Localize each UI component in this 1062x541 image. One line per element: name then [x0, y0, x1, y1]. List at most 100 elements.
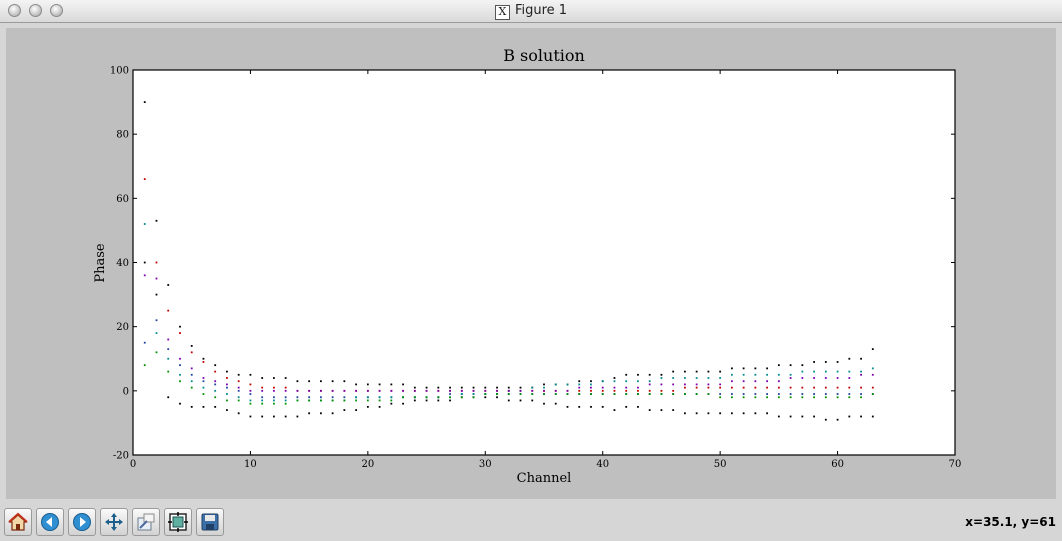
- zoom-icon: [137, 513, 155, 531]
- y-tick-label: 0: [123, 386, 129, 397]
- data-point: [143, 261, 146, 264]
- data-point: [214, 380, 217, 383]
- forward-button[interactable]: [68, 508, 96, 536]
- back-button[interactable]: [36, 508, 64, 536]
- minimize-window-button[interactable]: [29, 4, 42, 17]
- data-point: [684, 393, 686, 395]
- data-point: [801, 415, 804, 418]
- data-point: [190, 386, 193, 389]
- data-point: [543, 383, 545, 386]
- data-point: [813, 361, 815, 363]
- data-point: [554, 402, 557, 405]
- save-icon: [201, 513, 219, 531]
- data-point: [871, 373, 874, 376]
- data-point: [566, 393, 569, 395]
- data-point: [237, 386, 240, 389]
- data-point: [531, 393, 534, 395]
- data-point: [449, 386, 451, 389]
- data-point: [695, 383, 698, 386]
- data-point: [319, 389, 322, 392]
- data-point: [613, 393, 616, 395]
- data-point: [613, 409, 616, 411]
- data-point: [836, 370, 839, 373]
- data-point: [543, 402, 545, 405]
- data-point: [672, 377, 675, 379]
- save-figure-button[interactable]: [196, 508, 224, 536]
- pan-button[interactable]: [100, 508, 128, 536]
- zoom-to-rect-button[interactable]: [132, 508, 160, 536]
- data-point: [190, 367, 193, 370]
- data-point: [261, 399, 264, 402]
- data-point: [707, 383, 710, 386]
- data-point: [390, 389, 393, 392]
- data-point: [284, 402, 287, 405]
- window-titlebar[interactable]: X Figure 1: [0, 0, 1062, 23]
- data-point: [284, 396, 287, 399]
- data-point: [672, 409, 675, 411]
- y-tick-label: 20: [116, 322, 129, 333]
- home-button[interactable]: [4, 508, 32, 536]
- data-point: [366, 396, 369, 399]
- data-point: [425, 399, 428, 402]
- data-point: [226, 370, 228, 373]
- y-tick-label: 100: [110, 66, 129, 77]
- data-point: [273, 396, 275, 399]
- data-point: [637, 373, 639, 376]
- data-point: [789, 396, 792, 399]
- data-point: [836, 361, 839, 363]
- data-point: [179, 332, 181, 334]
- data-point: [707, 377, 710, 379]
- y-tick-label: 40: [116, 258, 129, 269]
- data-point: [719, 396, 722, 399]
- data-point: [742, 412, 745, 415]
- data-point: [484, 393, 487, 395]
- data-point: [695, 377, 698, 379]
- data-point: [237, 373, 240, 376]
- data-point: [871, 348, 874, 351]
- data-point: [155, 332, 158, 334]
- data-point: [719, 383, 722, 386]
- data-point: [237, 389, 240, 392]
- x-tick-label: 30: [479, 459, 492, 470]
- data-point: [308, 396, 311, 399]
- data-point: [179, 373, 181, 376]
- data-point: [226, 386, 228, 389]
- data-point: [214, 370, 217, 373]
- data-point: [390, 383, 393, 386]
- data-point: [637, 380, 639, 383]
- data-point: [590, 389, 592, 392]
- data-point: [789, 386, 792, 389]
- data-point: [543, 393, 545, 395]
- data-point: [425, 396, 428, 399]
- x-tick-label: 70: [949, 459, 962, 470]
- data-point: [637, 405, 639, 408]
- data-point: [590, 380, 592, 383]
- data-point: [319, 380, 322, 383]
- data-point: [601, 393, 604, 395]
- data-point: [590, 386, 592, 389]
- data-point: [660, 377, 663, 379]
- data-point: [402, 396, 404, 399]
- data-point: [343, 399, 346, 402]
- data-point: [754, 373, 757, 376]
- figure-canvas[interactable]: 0 10 20 30 40 50 60 70 -20 0 20 40 60 80 100 B solutio…: [6, 28, 1056, 499]
- data-point: [590, 393, 592, 395]
- data-point: [695, 370, 698, 373]
- data-point: [871, 367, 874, 370]
- configure-subplots-button[interactable]: [164, 508, 192, 536]
- close-window-button[interactable]: [8, 4, 21, 17]
- data-point: [543, 389, 545, 392]
- y-axis-label: Phase: [93, 243, 108, 283]
- data-point: [813, 396, 815, 399]
- data-point: [578, 405, 581, 408]
- data-point: [801, 393, 804, 395]
- zoom-window-button[interactable]: [50, 4, 63, 17]
- data-point: [179, 357, 181, 360]
- data-point: [813, 370, 815, 373]
- data-point: [472, 396, 475, 399]
- data-point: [249, 415, 252, 418]
- data-point: [296, 396, 299, 399]
- data-point: [261, 386, 264, 389]
- data-point: [413, 396, 416, 399]
- data-point: [507, 399, 510, 402]
